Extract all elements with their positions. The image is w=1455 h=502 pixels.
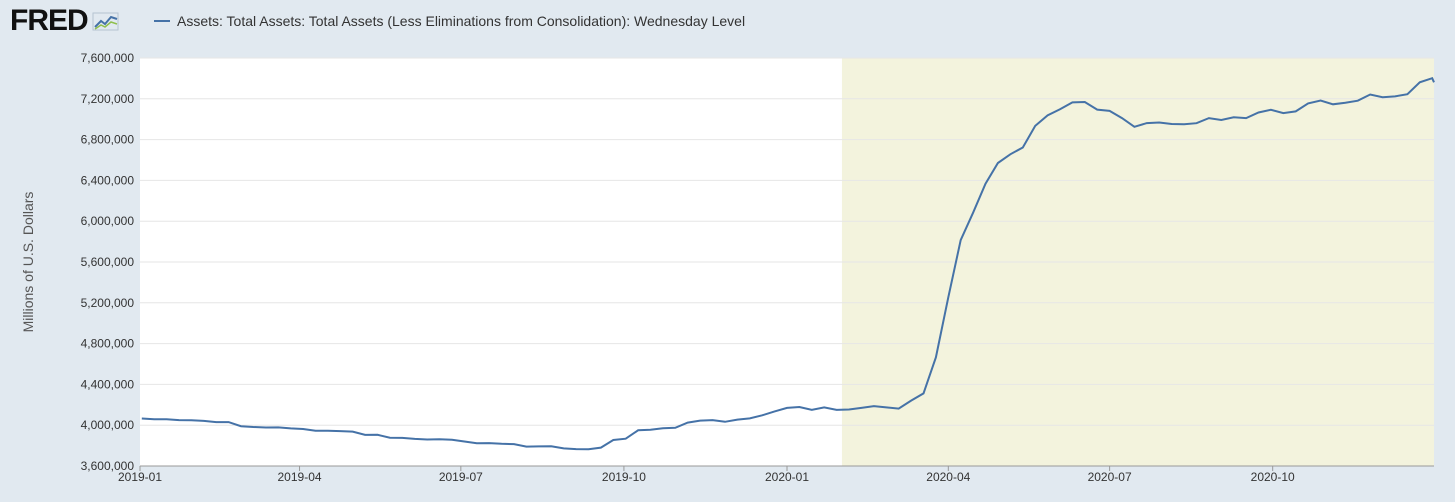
x-tick-label: 2019-10 (602, 470, 646, 484)
chart-legend: Assets: Total Assets: Total Assets (Less… (154, 10, 745, 32)
x-tick-label: 2020-01 (765, 470, 809, 484)
x-tick-label: 2019-07 (439, 470, 483, 484)
chart-header: FRED Assets: Total Assets: Total Assets … (0, 0, 1455, 44)
y-axis-label: Millions of U.S. Dollars (20, 192, 36, 333)
x-axis: 2019-01 2019-04 2019-07 2019-10 2020-01 2020-… (118, 465, 1434, 484)
x-tick-label: 2020-04 (926, 470, 970, 484)
y-tick-label: 4,400,000 (81, 377, 135, 391)
fred-logo[interactable]: FRED (10, 4, 120, 38)
y-tick-label: 6,000,000 (81, 214, 135, 228)
legend-series-label: Assets: Total Assets: Total Assets (Less… (177, 13, 746, 29)
x-tick-label: 2020-10 (1251, 470, 1295, 484)
grid-lines (140, 57, 1434, 467)
y-tick-label: 4,800,000 (81, 337, 135, 351)
y-tick-label: 7,200,000 (81, 92, 135, 106)
legend-swatch (154, 20, 170, 22)
y-tick-label: 7,600,000 (81, 51, 135, 65)
y-tick-label: 3,600,000 (81, 459, 135, 473)
x-tick-label: 2019-01 (118, 470, 162, 484)
fred-logo-text: FRED (10, 4, 89, 37)
y-tick-label: 6,800,000 (81, 133, 135, 147)
x-tick-label: 2019-04 (278, 470, 322, 484)
chart-line-icon (92, 12, 119, 31)
y-tick-label: 6,400,000 (81, 173, 135, 187)
series-line[interactable] (141, 76, 1435, 451)
y-axis: 3,600,000 4,000,000 4,400,000 4,800,000 5,20… (81, 51, 135, 473)
y-tick-label: 5,600,000 (81, 255, 135, 269)
x-tick-label: 2020-07 (1088, 470, 1132, 484)
y-tick-label: 5,200,000 (81, 296, 135, 310)
y-tick-label: 4,000,000 (81, 418, 135, 432)
